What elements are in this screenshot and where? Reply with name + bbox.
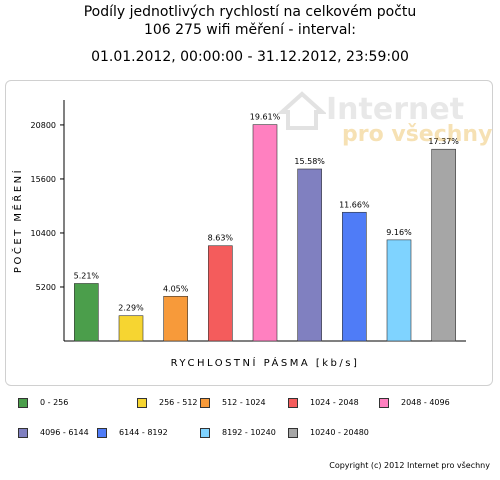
legend-swatch — [200, 398, 210, 408]
bar — [74, 283, 99, 342]
bar — [252, 124, 278, 342]
legend-label: 8192 - 10240 — [222, 428, 276, 437]
legend-label: 2048 - 4096 — [401, 398, 450, 407]
copyright-footer: Copyright (c) 2012 Internet pro všechny — [329, 461, 490, 470]
bar-data-label: 11.66% — [339, 200, 370, 209]
legend-label: 0 - 256 — [40, 398, 69, 407]
bar-chart: 5200 10400 15600 20800 POČET MĚŘENÍ RYCHLOSTN… — [11, 100, 466, 369]
bar — [386, 239, 412, 342]
y-tick-label: 5200 — [36, 283, 56, 292]
legend-swatch — [288, 398, 298, 408]
x-axis-title: RYCHLOSTNÍ PÁSMA [kb/s] — [171, 356, 360, 369]
legend-swatch — [18, 398, 28, 408]
chart-title-line2: 106 275 wifi měření - interval: — [143, 22, 357, 38]
legend-swatch — [288, 428, 298, 438]
bar-data-label: 2.29% — [118, 304, 144, 313]
y-tick-label: 15600 — [31, 175, 56, 184]
bar-data-label: 17.37% — [428, 137, 459, 146]
legend-swatch — [200, 428, 210, 438]
legend-label: 6144 - 8192 — [119, 428, 168, 437]
bar — [118, 315, 144, 342]
chart-title-line1: Podíly jednotlivých rychlostí na celkové… — [83, 4, 417, 20]
y-tick-label: 20800 — [31, 121, 56, 130]
legend-label: 10240 - 20480 — [310, 428, 369, 437]
bar — [163, 295, 188, 342]
bar — [297, 168, 322, 342]
y-axis-title: POČET MĚŘENÍ — [11, 168, 24, 273]
bar — [342, 211, 367, 342]
y-tick-label: 10400 — [31, 229, 56, 238]
legend-swatch — [18, 428, 28, 438]
bar-data-label: 15.58% — [294, 157, 325, 166]
legend-label: 256 - 512 — [159, 398, 198, 407]
bar-data-label: 5.21% — [74, 271, 100, 280]
legend-swatch — [97, 428, 107, 438]
bar-data-label: 4.05% — [163, 284, 189, 293]
bar-data-label: 8.63% — [208, 234, 234, 243]
legend-label: 4096 - 6144 — [40, 428, 89, 437]
legend-swatch — [379, 398, 389, 408]
legend-label: 1024 - 2048 — [310, 398, 359, 407]
bar — [431, 148, 456, 342]
bar-data-label: 19.61% — [250, 113, 281, 122]
legend-swatch — [137, 398, 147, 408]
bar-data-label: 9.16% — [386, 228, 412, 237]
chart-title-interval: 01.01.2012, 00:00:00 - 31.12.2012, 23:59… — [91, 49, 409, 65]
legend-label: 512 - 1024 — [222, 398, 266, 407]
bar — [208, 245, 233, 342]
